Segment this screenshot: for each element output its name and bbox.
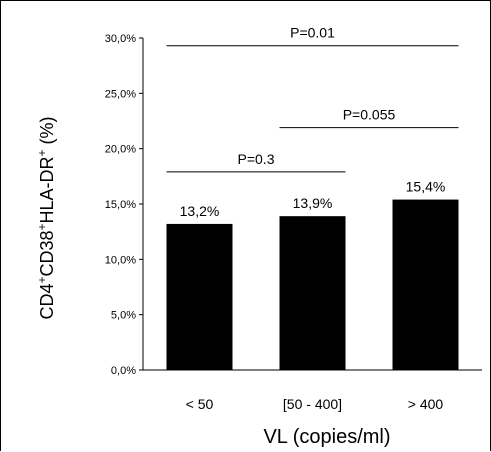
- y-title-sup-3: +: [35, 149, 49, 156]
- x-category-label: > 400: [408, 396, 444, 412]
- data-label: 13,2%: [180, 203, 220, 219]
- significance-annotations: P=0.01 P=0.055 P=0.3: [166, 25, 459, 173]
- bar: [166, 223, 233, 370]
- y-title-sup-1: +: [35, 277, 49, 284]
- bars: [166, 199, 459, 370]
- y-title-sup-2: +: [35, 223, 49, 230]
- y-tick-label: 15,0%: [105, 199, 136, 211]
- p-value-label: P=0.01: [290, 25, 335, 41]
- y-title-part-1: CD4: [37, 284, 57, 320]
- y-title-part-4: (%): [37, 116, 57, 149]
- p-value-label: P=0.3: [238, 151, 275, 167]
- bar: [392, 199, 459, 370]
- x-tick-labels: < 50 [50 - 400] > 400: [186, 396, 444, 412]
- data-labels: 13,2% 13,9% 15,4%: [180, 179, 446, 219]
- y-tick-label: 10,0%: [105, 254, 136, 266]
- x-category-label: [50 - 400]: [283, 396, 342, 412]
- y-tick-label: 25,0%: [105, 88, 136, 100]
- p-value-label: P=0.055: [343, 107, 396, 123]
- y-tick-label: 0,0%: [111, 365, 136, 377]
- y-title-part-3: HLA-DR: [37, 156, 57, 223]
- y-axis-title: CD4+CD38+HLA-DR+ (%): [35, 116, 57, 319]
- data-label: 15,4%: [406, 179, 446, 195]
- x-axis-title: VL (copies/ml): [263, 426, 390, 448]
- y-title-part-2: CD38: [37, 230, 57, 276]
- y-tick-label: 20,0%: [105, 144, 136, 156]
- data-label: 13,9%: [293, 195, 333, 211]
- y-tick-label: 30,0%: [105, 33, 136, 45]
- x-category-label: < 50: [186, 396, 214, 412]
- y-tick-labels: 0,0% 5,0% 10,0% 15,0% 20,0% 25,0% 30,0%: [105, 33, 136, 377]
- bar: [279, 216, 346, 370]
- y-tick-label: 5,0%: [111, 310, 136, 322]
